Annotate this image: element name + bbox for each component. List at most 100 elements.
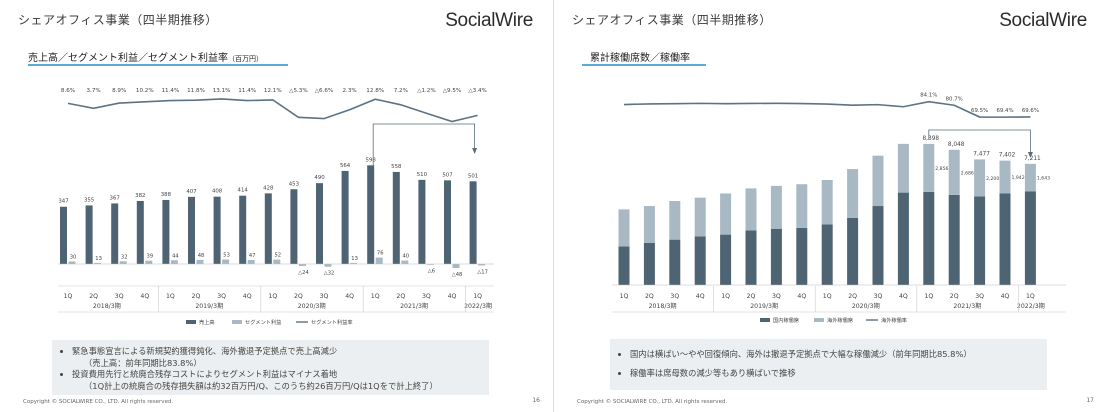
overseas-seats-bar xyxy=(974,159,986,197)
copyright-footer: Copyright © SOCIALWIRE CO., LTD. All rig… xyxy=(577,399,728,405)
slide-title: シェアオフィス事業（四半期推移） xyxy=(572,13,772,27)
quarter-tick-label: 2Q xyxy=(848,293,857,300)
total-seats-label: 7,402 xyxy=(999,153,1016,159)
note-item: 国内は横ばい～やや回復傾向、海外は撤退予定拠点で大幅な稼働減少（前年同期比85.… xyxy=(630,349,1043,361)
sales-value-label: 507 xyxy=(442,172,452,178)
domestic-value-label: 5,568 xyxy=(1037,236,1050,242)
margin-rate-label: 3.7% xyxy=(86,88,100,94)
copyright-footer: Copyright © SOCIALWIRE CO., LTD. All rig… xyxy=(23,399,174,405)
quarter-tick-label: 1Q xyxy=(166,293,175,300)
sales-value-label: 382 xyxy=(135,193,145,199)
domestic-value-label: 5,362 xyxy=(961,238,974,244)
profit-bar xyxy=(247,260,255,264)
profit-value-label: 48 xyxy=(198,253,205,259)
domestic-seats-bar xyxy=(796,227,808,285)
notes-box: 緊急事態宣言による新規契約獲得鈍化、海外撤退予定拠点で売上高減少 （売上高：前年… xyxy=(52,340,489,395)
quarter-tick-label: 1Q xyxy=(268,293,277,300)
margin-rate-label: △3.4% xyxy=(468,88,487,94)
legend-swatch-domestic xyxy=(760,318,770,322)
quarter-tick-label: 4Q xyxy=(696,293,705,300)
domestic-seats-bar xyxy=(770,228,782,285)
margin-rate-label: 10.2% xyxy=(136,88,154,94)
profit-value-label: △17 xyxy=(477,269,488,275)
margin-rate-line xyxy=(67,98,478,123)
quarter-tick-label: 2Q xyxy=(89,293,98,300)
domestic-seats-bar xyxy=(694,236,706,285)
sales-bar xyxy=(290,189,298,264)
quarter-tick-label: 3Q xyxy=(115,293,124,300)
fiscal-year-label: 2021/3期 xyxy=(953,302,981,310)
sales-value-label: 388 xyxy=(161,192,172,198)
margin-rate-label: 11.4% xyxy=(238,88,256,94)
quarter-tick-label: 2Q xyxy=(396,293,405,300)
occupancy-rate-label: 69.5% xyxy=(971,108,988,114)
profit-bar xyxy=(324,264,332,267)
total-seats-label: 7,477 xyxy=(973,151,990,157)
quarter-tick-label: 3Q xyxy=(217,293,226,300)
legend-swatch-sales xyxy=(186,320,196,324)
comparison-arrow-line xyxy=(372,123,475,166)
subtitle-text: 売上高／セグメント利益／セグメント利益率 xyxy=(28,53,228,64)
occupancy-rate-label: 69.4% xyxy=(996,108,1013,114)
chart-subtitle: 累計稼働席数／稼働率 xyxy=(590,49,690,64)
sales-bar xyxy=(469,181,477,264)
overseas-seats-bar xyxy=(669,201,681,240)
domestic-value-label: 5,460 xyxy=(1012,237,1025,243)
overseas-seats-bar xyxy=(897,143,909,193)
quarter-tick-label: 3Q xyxy=(670,293,679,300)
subtitle-unit: （百万円） xyxy=(228,55,263,63)
quarter-tick-label: 1Q xyxy=(64,293,73,300)
profit-value-label: 30 xyxy=(70,254,77,260)
domestic-seats-bar xyxy=(618,246,630,285)
margin-rate-label: 8.6% xyxy=(61,88,75,94)
sales-bar xyxy=(367,165,375,264)
quarter-tick-label: 2Q xyxy=(192,293,201,300)
quarter-tick-label: 1Q xyxy=(473,293,482,300)
chart-subtitle: 売上高／セグメント利益／セグメント利益率（百万円） xyxy=(28,49,263,64)
overseas-value-label: 1,942 xyxy=(1012,175,1025,181)
sales-profit-chart: 8.6% 3.7% 8.9% 10.2% 11.4% 11.8% 13.1% 11.4% 12.… xyxy=(58,88,494,326)
subtitle-underline xyxy=(28,64,288,66)
page-number: 16 xyxy=(532,397,540,404)
total-seats-label: 8,048 xyxy=(948,142,965,148)
sales-bar xyxy=(239,195,247,264)
sales-value-label: 428 xyxy=(263,185,274,191)
overseas-seats-bar xyxy=(847,169,859,218)
margin-rate-label: 12.1% xyxy=(264,88,282,94)
occupancy-rate-line xyxy=(623,100,1031,118)
margin-rate-label: 7.2% xyxy=(394,88,408,94)
quarter-tick-label: 4Q xyxy=(1001,293,1010,300)
legend-label: 国内稼働席 xyxy=(773,316,799,324)
note-item: 稼働率は席母数の減少等もあり横ばいで推移 xyxy=(630,368,1043,380)
fiscal-year-label: 2019/3期 xyxy=(750,302,778,310)
brand-logo: SocialWire xyxy=(999,10,1087,31)
profit-value-label: 76 xyxy=(377,251,384,257)
overseas-seats-bar xyxy=(720,193,732,235)
sales-bar xyxy=(418,179,426,264)
profit-bar xyxy=(375,257,383,264)
sales-value-label: 558 xyxy=(391,164,402,170)
overseas-seats-bar xyxy=(770,185,782,229)
profit-bar xyxy=(452,264,460,269)
profit-bar xyxy=(68,261,76,264)
quarter-tick-label: 1Q xyxy=(620,293,629,300)
legend-label: 海外稼働率 xyxy=(881,316,907,324)
profit-bar xyxy=(298,264,306,267)
quarter-tick-label: 4Q xyxy=(797,293,806,300)
profit-bar xyxy=(145,260,153,264)
margin-rate-label: △6.6% xyxy=(315,88,334,94)
profit-value-label: △6 xyxy=(428,269,435,275)
quarter-tick-label: 3Q xyxy=(975,293,984,300)
note-item: 緊急事態宣言による新規契約獲得鈍化、海外撤退予定拠点で売上高減少 xyxy=(72,346,485,358)
margin-rate-label: △5.3% xyxy=(289,88,308,94)
legend-label: 海外稼働席 xyxy=(827,316,853,324)
margin-rate-label: △1.2% xyxy=(417,88,436,94)
legend-label: 売上高 xyxy=(199,318,215,326)
sales-bar xyxy=(213,196,221,264)
sales-value-label: 501 xyxy=(468,173,478,179)
sales-bar xyxy=(111,203,119,264)
fiscal-year-label: 2019/3期 xyxy=(195,302,223,310)
notes-box: 国内は横ばい～やや回復傾向、海外は撤退予定拠点で大幅な稼働減少（前年同期比85.… xyxy=(610,339,1047,390)
fiscal-year-label: 2020/3期 xyxy=(852,302,880,310)
